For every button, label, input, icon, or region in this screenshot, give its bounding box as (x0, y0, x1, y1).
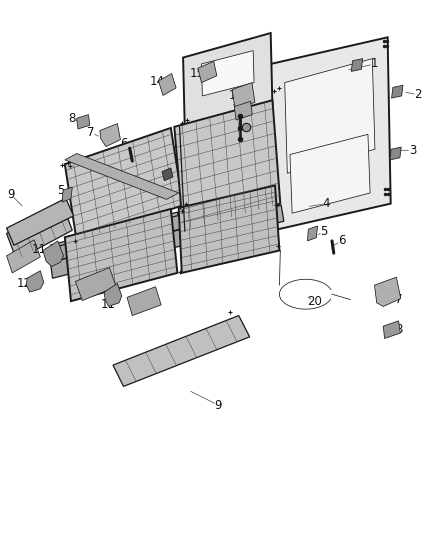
Polygon shape (390, 147, 401, 160)
Polygon shape (383, 321, 400, 338)
Text: 20: 20 (307, 295, 322, 308)
Text: 18: 18 (237, 117, 252, 130)
Text: 9: 9 (7, 188, 15, 201)
Polygon shape (285, 59, 375, 173)
Text: 4: 4 (322, 197, 330, 210)
Polygon shape (307, 226, 318, 241)
Polygon shape (100, 124, 120, 147)
Text: 9: 9 (214, 399, 222, 411)
Text: 17: 17 (231, 103, 246, 116)
Text: 2: 2 (414, 88, 422, 101)
Text: 11: 11 (101, 298, 116, 311)
Polygon shape (162, 168, 173, 181)
Text: 3: 3 (409, 144, 416, 157)
Polygon shape (113, 316, 250, 386)
Polygon shape (7, 240, 40, 273)
Polygon shape (234, 101, 252, 120)
Polygon shape (7, 204, 72, 260)
Polygon shape (77, 115, 90, 129)
Text: 15: 15 (190, 67, 205, 80)
Text: 10: 10 (141, 296, 155, 309)
Text: 13: 13 (149, 156, 164, 169)
Polygon shape (127, 287, 161, 316)
Polygon shape (271, 37, 391, 230)
Polygon shape (75, 268, 116, 301)
Polygon shape (43, 241, 64, 266)
Text: 1: 1 (371, 58, 378, 70)
Text: 4: 4 (215, 124, 223, 137)
Polygon shape (374, 277, 401, 306)
Text: 8: 8 (395, 323, 402, 336)
Text: 12: 12 (17, 277, 32, 290)
Text: 7: 7 (87, 126, 95, 139)
Polygon shape (159, 74, 176, 95)
Polygon shape (290, 134, 370, 213)
Polygon shape (232, 83, 255, 109)
Polygon shape (50, 212, 182, 262)
Polygon shape (26, 271, 44, 292)
Text: 5: 5 (321, 225, 328, 238)
Text: 7: 7 (395, 293, 403, 306)
Polygon shape (179, 185, 279, 273)
Text: 14: 14 (149, 75, 164, 87)
Polygon shape (183, 33, 272, 131)
Polygon shape (104, 284, 122, 306)
Polygon shape (50, 229, 184, 278)
Text: 8: 8 (69, 112, 76, 125)
Polygon shape (65, 154, 179, 199)
Text: 5: 5 (57, 184, 64, 197)
Polygon shape (174, 100, 280, 230)
Polygon shape (183, 205, 284, 246)
Polygon shape (52, 214, 184, 262)
Polygon shape (201, 51, 254, 96)
Polygon shape (62, 187, 72, 202)
Text: 11: 11 (32, 243, 47, 256)
Polygon shape (351, 59, 363, 71)
Text: 10: 10 (69, 284, 84, 297)
Polygon shape (198, 61, 217, 83)
Text: 6: 6 (338, 235, 346, 247)
Polygon shape (65, 209, 177, 301)
Polygon shape (65, 128, 183, 241)
Polygon shape (7, 198, 74, 245)
Polygon shape (392, 85, 403, 98)
Text: 16: 16 (229, 90, 244, 102)
Text: 6: 6 (120, 138, 127, 150)
